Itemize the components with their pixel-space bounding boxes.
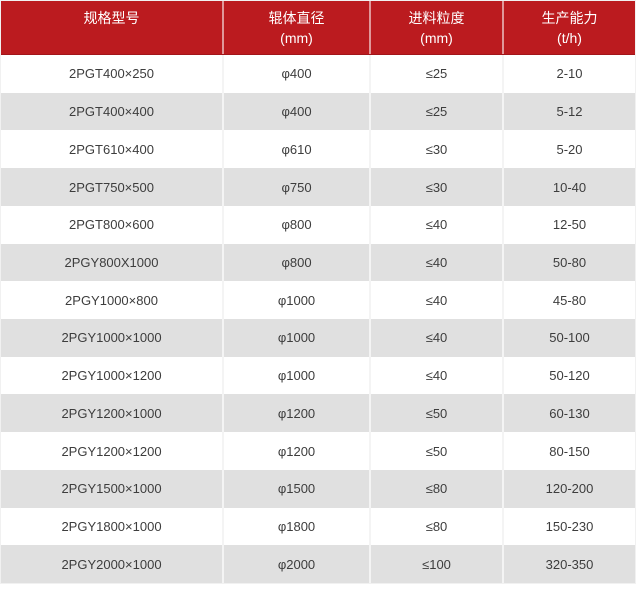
table-cell: 2PGY1200×1000	[1, 394, 224, 433]
table-row: 2PGY2000×1000 φ2000 ≤100 320-350	[1, 545, 635, 584]
table-cell: 50-100	[549, 330, 590, 346]
table-cell: ≤100	[371, 545, 504, 584]
table-cell: φ1000	[224, 281, 371, 320]
table-body: 2PGT400×250 φ400 ≤25 2-10 2PGT400×400 φ400 ≤25…	[1, 55, 635, 584]
table-cell: 12-50	[552, 217, 587, 233]
table-cell: 5-12	[556, 104, 583, 120]
table-cell: ≤30	[371, 168, 504, 206]
table-cell: ≤50	[371, 432, 504, 470]
table-cell: ≤40	[371, 356, 504, 395]
table-cell: ≤25	[371, 55, 504, 93]
table-cell: 2PGY1200×1200	[1, 432, 224, 470]
header-label: 生产能力	[541, 9, 598, 26]
table-cell: 2PGT800×600	[1, 205, 224, 244]
table-cell: φ1500	[224, 469, 371, 508]
table-cell: 150-230	[545, 518, 594, 534]
table-cell: 50-80	[552, 254, 587, 270]
table-cell: 45-80	[552, 292, 587, 308]
table-cell: φ1000	[224, 319, 371, 357]
table-cell: ≤80	[371, 469, 504, 508]
table-cell: φ2000	[224, 545, 371, 584]
table-row: 2PGY1800×1000 φ1800 ≤80 150-230	[1, 507, 635, 546]
table-row: 2PGY1000×1200 φ1000 ≤40 50-120	[1, 356, 635, 395]
table-cell: ≤40	[371, 319, 504, 357]
table-cell: φ800	[224, 205, 371, 244]
table-cell: 120-200	[545, 481, 594, 497]
table-cell: 2PGT610×400	[1, 130, 224, 169]
table-row: 2PGY800X1000 φ800 ≤40 50-80	[1, 243, 635, 282]
table-cell: 2PGY1800×1000	[1, 507, 224, 546]
table-cell: φ1200	[224, 394, 371, 433]
header-unit: (t/h)	[557, 29, 582, 46]
table-header-cell-model: 规格型号	[1, 1, 224, 54]
header-label: 辊体直径	[268, 9, 325, 26]
table-header-cell-roller-diameter: 辊体直径 (mm)	[224, 1, 371, 54]
table-cell: φ1000	[224, 356, 371, 395]
table-cell: 320-350	[545, 556, 594, 572]
table-cell: 10-40	[552, 179, 587, 195]
table-cell: 2PGT750×500	[1, 168, 224, 206]
table-row: 2PGT400×400 φ400 ≤25 5-12	[1, 92, 635, 131]
table-cell: 2PGY1000×800	[1, 281, 224, 320]
table-cell: 5-20	[556, 141, 583, 157]
table-cell: φ800	[224, 243, 371, 282]
header-label: 进料粒度	[408, 9, 465, 26]
table-cell: 2-10	[556, 66, 583, 82]
table-cell: 2PGT400×400	[1, 92, 224, 131]
table-row: 2PGT750×500 φ750 ≤30 10-40	[1, 168, 635, 206]
table-cell: φ1200	[224, 432, 371, 470]
table-row: 2PGY1000×800 φ1000 ≤40 45-80	[1, 281, 635, 320]
header-unit: (mm)	[420, 29, 453, 46]
table-cell: 2PGT400×250	[1, 55, 224, 93]
header-unit: (mm)	[280, 29, 313, 46]
table-row: 2PGY1200×1000 φ1200 ≤50 60-130	[1, 394, 635, 433]
table-cell: ≤40	[371, 205, 504, 244]
table-cell: φ1800	[224, 507, 371, 546]
table-row: 2PGY1500×1000 φ1500 ≤80 120-200	[1, 469, 635, 508]
table-row: 2PGT610×400 φ610 ≤30 5-20	[1, 130, 635, 169]
table-cell: 2PGY1000×1200	[1, 356, 224, 395]
table-header-row: 规格型号 辊体直径 (mm) 进料粒度 (mm) 生产能力 (t/h)	[1, 1, 635, 55]
table-cell: 50-120	[549, 368, 590, 384]
table-cell: 2PGY2000×1000	[1, 545, 224, 584]
table-cell: ≤40	[371, 243, 504, 282]
table-cell: 2PGY800X1000	[1, 243, 224, 282]
table-cell: φ400	[224, 55, 371, 93]
table-cell: φ750	[224, 168, 371, 206]
table-cell: 2PGY1500×1000	[1, 469, 224, 508]
table-cell: ≤50	[371, 394, 504, 433]
table-cell: φ610	[224, 130, 371, 169]
table-cell: 60-130	[549, 405, 590, 421]
table-cell: φ400	[224, 92, 371, 131]
table-row: 2PGT800×600 φ800 ≤40 12-50	[1, 205, 635, 244]
table-row: 2PGY1000×1000 φ1000 ≤40 50-100	[1, 319, 635, 357]
table-cell: 2PGY1000×1000	[1, 319, 224, 357]
table-row: 2PGY1200×1200 φ1200 ≤50 80-150	[1, 432, 635, 470]
table-cell: ≤30	[371, 130, 504, 169]
table-cell: 80-150	[549, 443, 590, 459]
table-header-cell-feed-size: 进料粒度 (mm)	[371, 1, 504, 54]
table-cell: ≤80	[371, 507, 504, 546]
header-label: 规格型号	[83, 9, 140, 26]
table-header-cell-capacity: 生产能力 (t/h)	[504, 1, 635, 54]
table-cell: ≤40	[371, 281, 504, 320]
table-cell: ≤25	[371, 92, 504, 131]
table-row: 2PGT400×250 φ400 ≤25 2-10	[1, 55, 635, 93]
